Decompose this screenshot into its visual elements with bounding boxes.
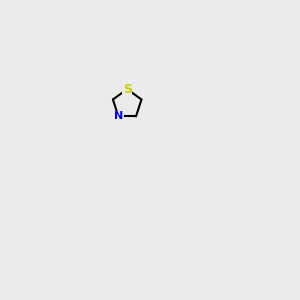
Text: S: S (123, 82, 132, 96)
Text: N: N (114, 111, 123, 121)
